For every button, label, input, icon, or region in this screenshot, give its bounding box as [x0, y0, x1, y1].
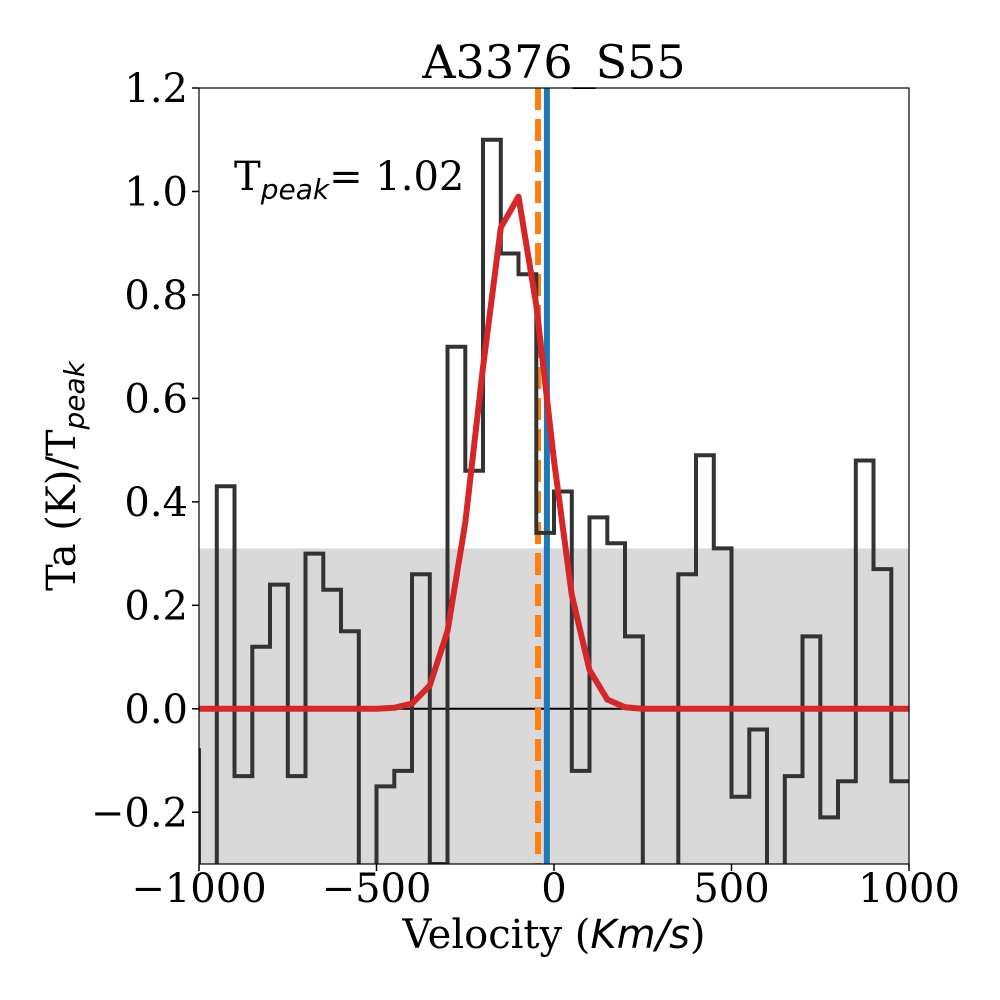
y-tick-label: 1.2	[124, 66, 188, 112]
spectrum-step-line	[199, 137, 909, 864]
axis-ticks: −1000 −500 0 500 1000 −0.2 0.0 0.2 0.4 0.6 0.8 1.0 1…	[91, 66, 960, 912]
y-axis-label: Ta (K)/Tpeak	[39, 359, 91, 591]
y-tick-label: 0.4	[124, 480, 188, 526]
peak-annotation-symbol: T	[234, 154, 261, 200]
x-axis-label-suffix: )	[690, 912, 706, 958]
y-axis-label-prefix: Ta (K)/T	[39, 429, 85, 591]
y-tick-label: 0.2	[124, 583, 188, 629]
y-tick-label: 0.6	[124, 376, 188, 422]
peak-annotation-value: = 1.02	[329, 154, 464, 200]
plot-frame	[198, 87, 910, 865]
y-tick-label: 0.0	[124, 687, 188, 733]
peak-annotation-sub: peak	[260, 173, 331, 206]
gaussian-fit-line	[199, 193, 909, 712]
y-axis-label-sub: peak	[58, 359, 91, 430]
x-tick-label: 0	[541, 866, 566, 912]
x-axis-label-unit: Km/s	[590, 912, 690, 958]
y-tick-label: 1.0	[124, 169, 188, 215]
x-axis-label-prefix: Velocity (	[401, 912, 590, 958]
plot-area	[199, 88, 909, 864]
y-tick-label: 0.8	[124, 273, 188, 319]
chart-title: A3376_S55	[421, 35, 685, 89]
x-tick-label: −1000	[131, 866, 266, 912]
x-tick-label: 1000	[858, 866, 960, 912]
peak-annotation: Tpeak= 1.02	[234, 154, 464, 206]
x-tick-label: 500	[693, 866, 769, 912]
y-tick-label: −0.2	[91, 790, 188, 836]
x-axis-label: Velocity (Km/s)	[401, 912, 705, 958]
x-tick-label: −500	[322, 866, 432, 912]
